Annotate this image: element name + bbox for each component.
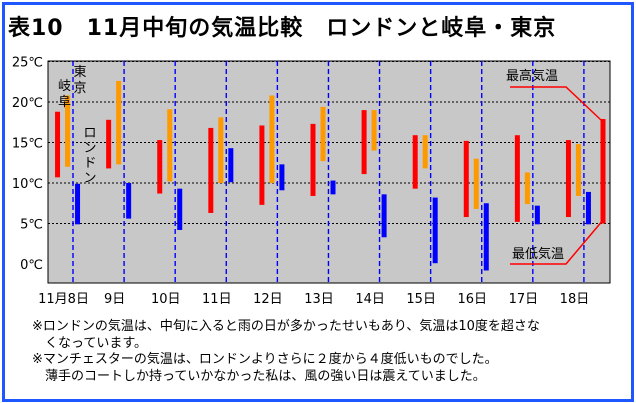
bar-ロンドン-2 [177, 188, 183, 230]
legend-range-bar [600, 119, 606, 224]
bar-岐阜-9 [524, 172, 530, 205]
series-label-gifu: 岐阜 [58, 79, 71, 110]
note-line-2: くなっています。 [32, 335, 148, 351]
x-tick-label: 11月8日 [38, 292, 89, 307]
bar-岐阜-0 [65, 95, 71, 167]
note-line-1: ※ロンドンの気温は、中旬に入ると雨の日が多かったせいもあり、気温は10度を超さな [32, 319, 540, 334]
note-line-4: 薄手のコートしか持っていかなかった私は、風の強い日は震えていました。 [32, 368, 486, 384]
y-tick-label: 5℃ [20, 218, 43, 233]
y-tick-label: 10℃ [12, 177, 43, 192]
bar-東京-2 [157, 140, 163, 194]
x-tick-label: 15日 [406, 292, 436, 307]
bar-ロンドン-3 [228, 148, 234, 183]
x-tick-label: 10日 [151, 292, 181, 307]
bar-ロンドン-6 [381, 194, 387, 238]
x-tick-label: 13日 [304, 292, 334, 307]
bar-ロンドン-1 [126, 183, 132, 219]
bar-ロンドン-0 [75, 183, 81, 225]
bar-東京-0 [55, 111, 61, 178]
bar-岐阜-5 [320, 106, 326, 162]
bar-岐阜-8 [473, 158, 479, 209]
x-tick-label: 16日 [457, 292, 487, 307]
bar-東京-10 [565, 140, 571, 218]
bar-岐阜-1 [116, 80, 122, 165]
legend-low-connector [510, 222, 602, 265]
bar-岐阜-10 [575, 144, 581, 196]
chart-notes: ※ロンドンの気温は、中旬に入ると雨の日が多かったせいもあり、気温は10度を超さな… [32, 319, 540, 385]
bar-岐阜-7 [422, 135, 428, 169]
x-tick-label: 14日 [355, 292, 385, 307]
bar-東京-1 [106, 119, 112, 169]
x-tick-label: 17日 [509, 292, 539, 307]
bar-東京-6 [361, 110, 367, 175]
bar-東京-5 [310, 123, 316, 196]
bar-ロンドン-9 [534, 205, 540, 225]
bar-ロンドン-7 [432, 197, 438, 264]
legend-low-label: 最低気温 [512, 246, 564, 262]
bar-ロンドン-8 [483, 203, 489, 271]
bar-東京-7 [412, 135, 418, 189]
bar-ロンドン-4 [279, 164, 285, 191]
bar-岐阜-2 [167, 109, 173, 182]
legend-high-label: 最高気温 [506, 68, 558, 84]
series-label-london: ロンドン [83, 126, 96, 186]
bar-岐阜-3 [218, 117, 224, 183]
y-tick-label: 0℃ [20, 258, 43, 273]
x-tick-label: 11日 [202, 292, 232, 307]
x-tick-label: 9日 [104, 292, 125, 307]
bar-東京-8 [463, 140, 469, 218]
x-tick-label: 18日 [560, 292, 590, 307]
y-tick-label: 20℃ [12, 96, 43, 111]
x-tick-label: 12日 [253, 292, 283, 307]
y-tick-label: 15℃ [12, 137, 43, 152]
y-tick-label: 25℃ [12, 56, 43, 71]
bar-東京-9 [514, 135, 520, 222]
bar-ロンドン-10 [585, 191, 591, 225]
legend-high-connector [510, 86, 602, 121]
bar-ロンドン-5 [330, 180, 336, 195]
bar-岐阜-6 [371, 110, 377, 151]
bar-東京-4 [259, 125, 265, 205]
bar-東京-3 [208, 127, 214, 213]
chart-title: 表10 11月中旬の気温比較 ロンドンと岐阜・東京 [8, 16, 557, 41]
bar-岐阜-4 [269, 95, 275, 183]
series-label-tokyo: 東京 [73, 64, 86, 96]
note-line-3: ※マンチェスターの気温は、ロンドンよりさらに２度から４度低いものでした。 [32, 352, 498, 367]
